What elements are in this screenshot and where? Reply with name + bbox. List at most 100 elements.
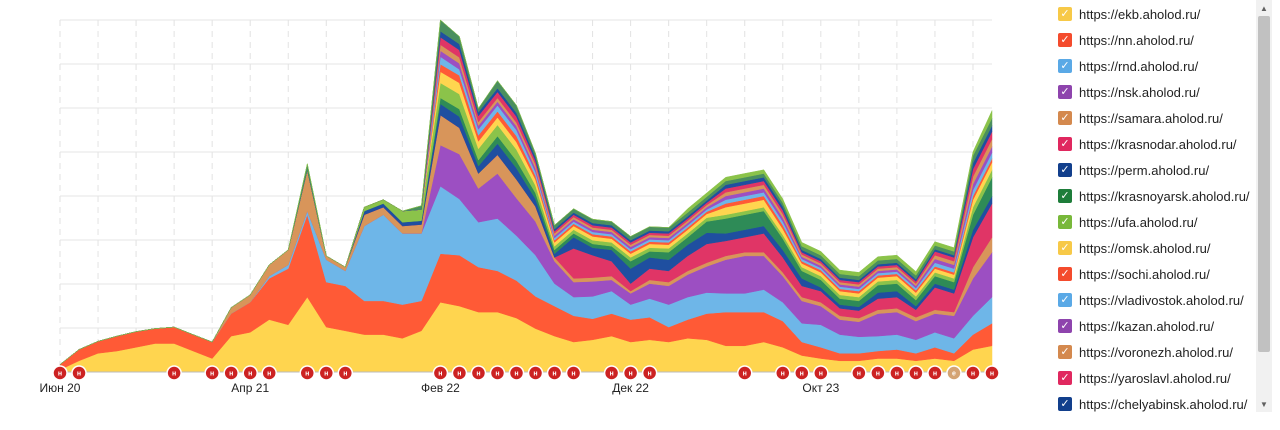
event-marker[interactable]: н <box>927 365 943 381</box>
event-marker-label: н <box>971 371 975 378</box>
scroll-thumb[interactable] <box>1258 16 1270 352</box>
legend-checkbox[interactable]: ✓ <box>1058 267 1072 281</box>
legend-item[interactable]: ✓ https://yaroslavl.aholod.ru/ <box>1058 368 1231 388</box>
event-marker-label: н <box>343 371 347 378</box>
event-marker[interactable]: н <box>984 365 1000 381</box>
arrow-up-icon[interactable]: ▲ <box>1260 3 1268 13</box>
event-marker[interactable]: н <box>71 365 87 381</box>
legend-item[interactable]: ✓ https://omsk.aholod.ru/ <box>1058 238 1211 258</box>
legend-checkbox[interactable]: ✓ <box>1058 7 1072 21</box>
event-marker-dot <box>927 365 943 381</box>
event-marker[interactable]: н <box>546 365 563 381</box>
event-marker-label: н <box>819 371 823 378</box>
legend-item[interactable]: ✓ https://krasnodar.aholod.ru/ <box>1058 134 1237 154</box>
event-marker-label: н <box>895 371 899 378</box>
x-tick-label: Фев 22 <box>421 381 460 395</box>
legend-item[interactable]: ✓ https://sochi.aholod.ru/ <box>1058 264 1210 284</box>
event-marker-dot <box>603 365 620 381</box>
event-marker[interactable]: н <box>736 365 753 381</box>
event-marker[interactable]: н <box>889 365 905 381</box>
legend-checkbox[interactable]: ✓ <box>1058 111 1072 125</box>
legend-checkbox[interactable]: ✓ <box>1058 85 1072 99</box>
event-marker[interactable]: н <box>166 365 182 381</box>
event-marker[interactable]: н <box>451 365 468 381</box>
check-icon: ✓ <box>1060 242 1070 254</box>
event-marker[interactable]: н <box>242 365 258 381</box>
legend-item[interactable]: ✓ https://vladivostok.aholod.ru/ <box>1058 290 1244 310</box>
legend-checkbox[interactable]: ✓ <box>1058 215 1072 229</box>
event-marker[interactable]: н <box>527 365 544 381</box>
legend-item[interactable]: ✓ https://voronezh.aholod.ru/ <box>1058 342 1233 362</box>
check-icon: ✓ <box>1060 112 1070 124</box>
event-marker[interactable]: н <box>470 365 487 381</box>
legend-checkbox[interactable]: ✓ <box>1058 293 1072 307</box>
legend-item[interactable]: ✓ https://perm.aholod.ru/ <box>1058 160 1209 180</box>
legend-item[interactable]: ✓ https://nn.aholod.ru/ <box>1058 30 1194 50</box>
event-marker[interactable]: н <box>965 365 981 381</box>
event-marker[interactable]: н <box>908 365 924 381</box>
legend-checkbox[interactable]: ✓ <box>1058 137 1072 151</box>
x-tick-label: Окт 23 <box>802 381 839 395</box>
event-marker[interactable]: н <box>641 365 658 381</box>
event-marker-label: н <box>457 371 461 378</box>
event-marker[interactable]: н <box>489 365 506 381</box>
x-tick-label: Июн 20 <box>40 381 81 395</box>
legend-checkbox[interactable]: ✓ <box>1058 59 1072 73</box>
event-marker[interactable]: н <box>223 365 239 381</box>
event-marker[interactable]: н <box>775 365 791 381</box>
legend-item[interactable]: ✓ https://rnd.aholod.ru/ <box>1058 56 1198 76</box>
event-marker-dot <box>641 365 658 381</box>
legend-checkbox[interactable]: ✓ <box>1058 189 1072 203</box>
legend-checkbox[interactable]: ✓ <box>1058 33 1072 47</box>
arrow-down-icon[interactable]: ▼ <box>1260 399 1268 409</box>
legend-checkbox[interactable]: ✓ <box>1058 319 1072 333</box>
event-marker-dot <box>52 365 68 381</box>
event-marker-dot <box>242 365 258 381</box>
event-marker[interactable]: н <box>603 365 620 381</box>
check-icon: ✓ <box>1060 216 1070 228</box>
legend-label: https://kazan.aholod.ru/ <box>1079 318 1215 334</box>
legend-item[interactable]: ✓ https://samara.aholod.ru/ <box>1058 108 1223 128</box>
event-marker-label: н <box>628 371 632 378</box>
legend-scrollbar[interactable]: ▲ ▼ <box>1256 0 1272 412</box>
event-marker-label: н <box>58 371 62 378</box>
legend-item[interactable]: ✓ https://krasnoyarsk.aholod.ru/ <box>1058 186 1250 206</box>
legend-item[interactable]: ✓ https://ekb.aholod.ru/ <box>1058 4 1200 24</box>
event-marker-label: н <box>781 371 785 378</box>
event-marker[interactable]: н <box>508 365 525 381</box>
event-marker[interactable]: е <box>946 365 962 381</box>
event-marker[interactable]: н <box>851 365 867 381</box>
event-marker[interactable]: н <box>299 365 316 381</box>
event-marker-label: н <box>248 371 252 378</box>
legend-checkbox[interactable]: ✓ <box>1058 163 1072 177</box>
legend-label: https://ufa.aholod.ru/ <box>1079 214 1198 230</box>
legend-item[interactable]: ✓ https://nsk.aholod.ru/ <box>1058 82 1200 102</box>
event-marker-dot <box>470 365 487 381</box>
event-marker-label: н <box>914 371 918 378</box>
event-marker[interactable]: н <box>52 365 68 381</box>
event-marker-label: н <box>229 371 233 378</box>
legend-item[interactable]: ✓ https://kazan.aholod.ru/ <box>1058 316 1214 336</box>
event-marker[interactable]: н <box>870 365 886 381</box>
legend-checkbox[interactable]: ✓ <box>1058 371 1072 385</box>
legend-label: https://yaroslavl.aholod.ru/ <box>1079 370 1231 386</box>
legend-checkbox[interactable]: ✓ <box>1058 345 1072 359</box>
event-marker[interactable]: н <box>565 365 582 381</box>
event-marker-dot <box>489 365 506 381</box>
event-marker-dot <box>870 365 886 381</box>
event-marker[interactable]: н <box>432 365 449 381</box>
legend-item[interactable]: ✓ https://ufa.aholod.ru/ <box>1058 212 1198 232</box>
event-marker[interactable]: н <box>204 365 220 381</box>
event-marker[interactable]: н <box>337 365 354 381</box>
event-marker[interactable]: н <box>261 365 277 381</box>
legend-checkbox[interactable]: ✓ <box>1058 241 1072 255</box>
legend-item[interactable]: ✓ https://chelyabinsk.aholod.ru/ <box>1058 394 1247 412</box>
event-marker[interactable]: н <box>794 365 810 381</box>
event-marker-label: н <box>857 371 861 378</box>
event-marker[interactable]: н <box>622 365 639 381</box>
legend-label: https://nsk.aholod.ru/ <box>1079 84 1200 100</box>
legend-checkbox[interactable]: ✓ <box>1058 397 1072 411</box>
event-marker[interactable]: н <box>813 365 829 381</box>
event-marker[interactable]: н <box>318 365 335 381</box>
event-marker-dot <box>622 365 639 381</box>
